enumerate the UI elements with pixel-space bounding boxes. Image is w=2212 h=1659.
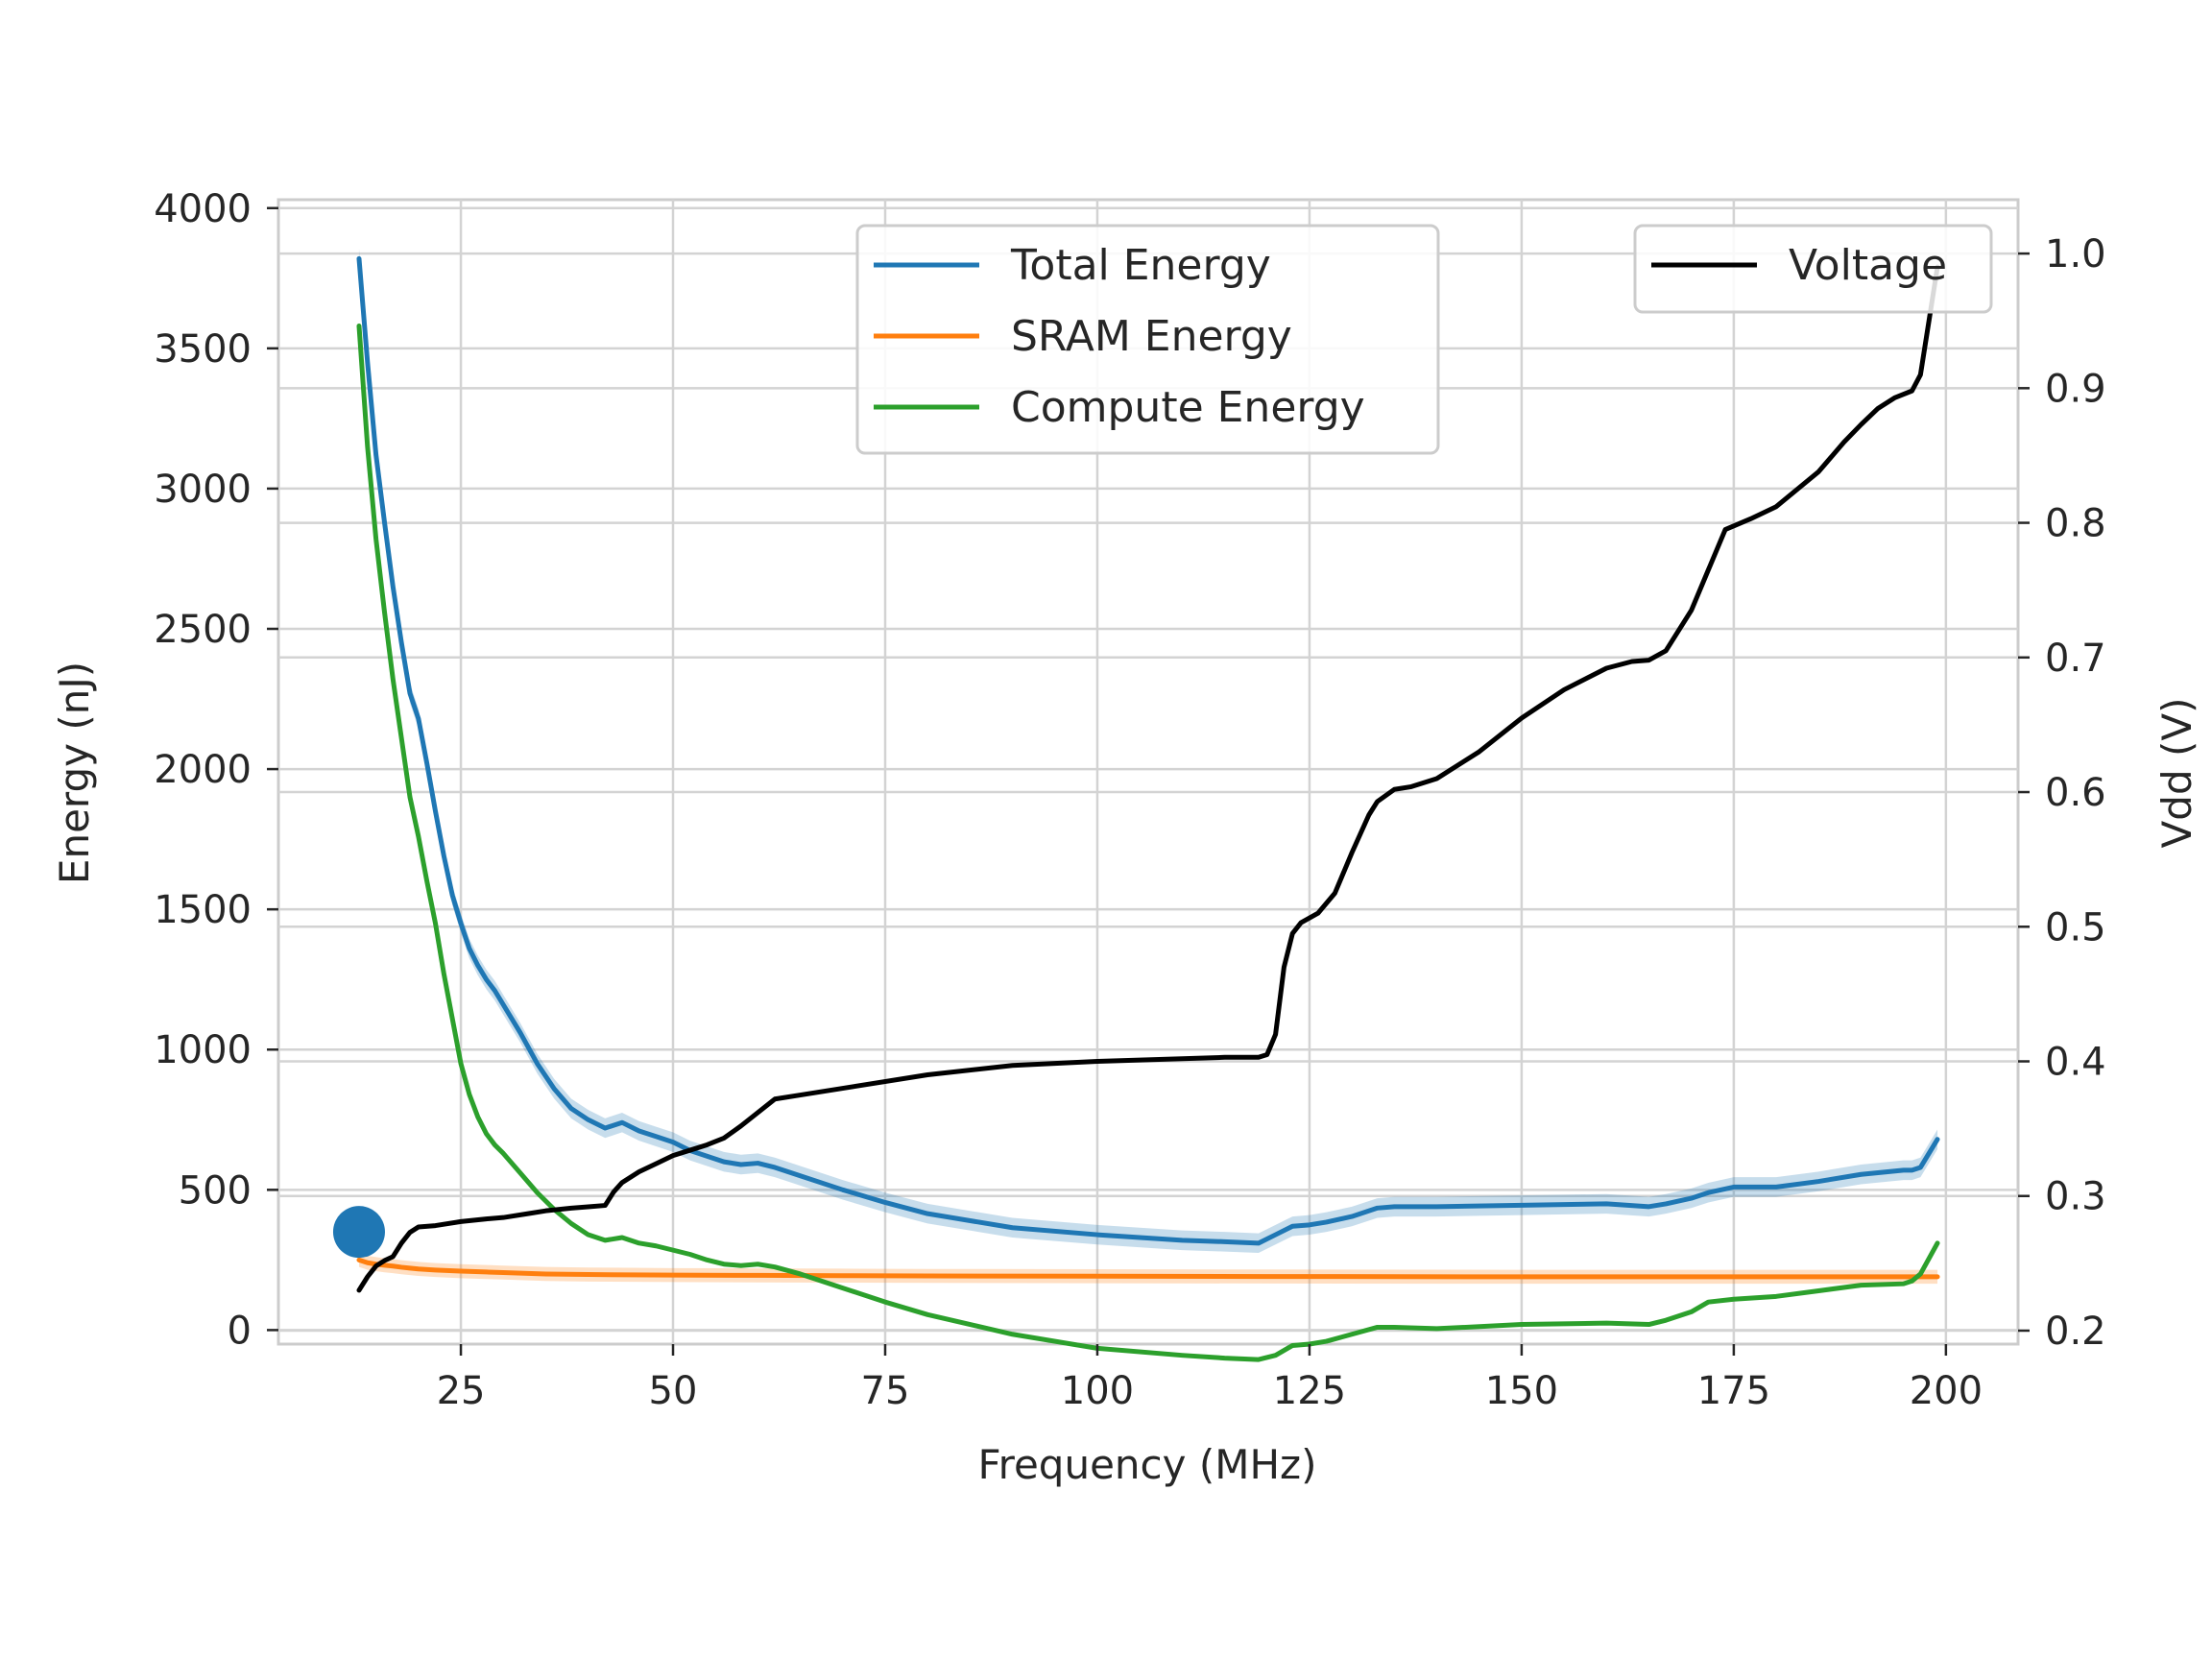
line-sram-energy: [356, 1257, 1940, 1280]
x-tick-label: 125: [1273, 1369, 1346, 1413]
x-tick-label: 50: [649, 1369, 698, 1413]
legend-voltage: Voltage: [1633, 224, 1993, 314]
line-compute-energy: [356, 323, 1940, 1362]
y2-tick-label: 0.8: [2045, 502, 2106, 546]
y2-tick-label: 0.2: [2045, 1310, 2106, 1354]
axes: 25 50 75 100 125 150 175 2000500100015002000250…: [154, 187, 2105, 1413]
x-tick-label: 150: [1485, 1369, 1558, 1413]
x-tick-label: 25: [437, 1369, 486, 1413]
marker-point: [332, 1206, 385, 1259]
legend-energy-box: [855, 224, 1440, 455]
legend-label-total-energy: Total Energy: [1010, 241, 1271, 290]
legend-label-sram-energy: SRAM Energy: [1011, 312, 1292, 361]
y-tick-label: 2000: [154, 748, 252, 792]
y-tick-label: 3000: [154, 468, 252, 512]
y2-tick-label: 0.9: [2045, 367, 2106, 411]
y2-tick-label: 0.6: [2045, 771, 2106, 815]
y-tick-label: 3500: [154, 327, 252, 372]
y2-tick-label: 1.0: [2045, 232, 2106, 276]
legend-label-voltage: Voltage: [1789, 241, 1947, 290]
x-tick-label: 175: [1697, 1369, 1770, 1413]
legend-energy: Total Energy SRAM Energy Compute Energy: [855, 224, 1440, 455]
y2-tick-label: 0.7: [2045, 637, 2106, 681]
y-tick-label: 1000: [154, 1028, 252, 1072]
y2-tick-label: 0.5: [2045, 905, 2106, 950]
line-total-energy: [356, 255, 1940, 1246]
line-voltage: [356, 264, 1940, 1293]
legend-label-compute-energy: Compute Energy: [1011, 383, 1365, 432]
y-axis-label: Energy (nJ): [51, 661, 98, 884]
series-lines: [332, 255, 1940, 1362]
y-tick-label: 1500: [154, 888, 252, 932]
y-tick-label: 500: [179, 1168, 252, 1213]
y2-axis-label: Vdd (V): [2153, 698, 2200, 849]
x-axis-label: Frequency (MHz): [978, 1441, 1317, 1488]
x-tick-label: 75: [861, 1369, 910, 1413]
y-tick-label: 4000: [154, 187, 252, 231]
x-tick-label: 200: [1910, 1369, 1983, 1413]
x-tick-label: 100: [1061, 1369, 1134, 1413]
y2-tick-label: 0.3: [2045, 1175, 2106, 1219]
legend-voltage-box: [1633, 224, 1993, 314]
y2-tick-label: 0.4: [2045, 1041, 2106, 1085]
y-tick-label: 0: [228, 1309, 252, 1353]
y-tick-label: 2500: [154, 608, 252, 652]
